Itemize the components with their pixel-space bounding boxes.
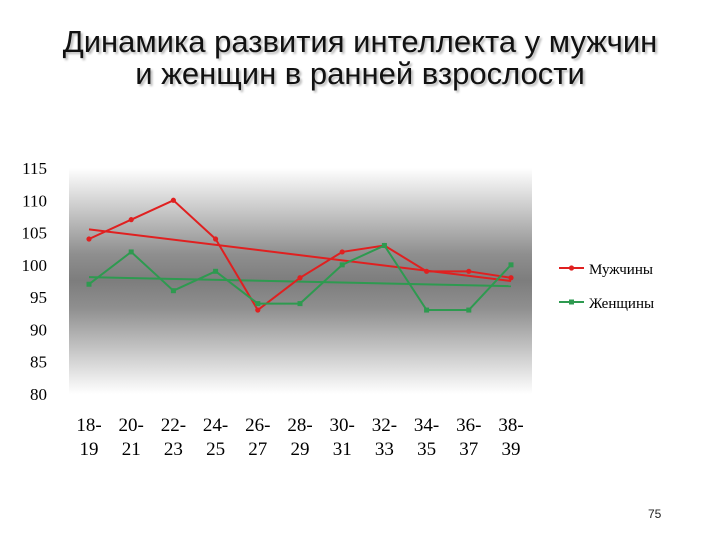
title-line-1: Динамика развития интеллекта у мужчин [62,24,658,59]
x-tick-label: 21 [122,439,141,460]
x-tick-label: 28- [287,415,312,436]
x-axis: 18- 19 20- 21 22- 23 24- 25 26- 27 28- 29 30- 31 32- 33… [76,415,523,460]
x-tick-label: 33 [375,439,394,460]
x-tick-label: 19 [80,439,99,460]
x-tick-label: 20- [119,415,144,436]
data-point [170,197,176,203]
data-point [86,281,92,287]
legend-marker [569,299,574,305]
y-tick-label: 90 [30,320,47,339]
x-tick-label: 29 [291,439,310,460]
legend-marker [568,265,575,271]
x-tick-label: 25 [206,439,225,460]
data-point [128,249,134,255]
x-tick-label: 26- [245,415,270,436]
x-tick-label: 22- [161,415,186,436]
series-lines [86,197,514,313]
data-point [170,288,176,294]
data-point [86,236,92,242]
x-tick-label: 18- [76,415,101,436]
y-tick-label: 110 [22,191,47,210]
data-point [297,275,303,281]
data-point [466,307,472,313]
y-tick-label: 100 [22,256,48,275]
legend-label: Женщины [589,296,654,312]
x-tick-label: 38- [498,415,523,436]
trendline [88,228,512,282]
data-point [466,268,472,274]
title-line-2: и женщин в ранней взрослости [135,56,585,91]
data-point [213,236,219,242]
x-tick-label: 39 [502,439,521,460]
x-tick-label: 37 [459,439,478,460]
y-tick-label: 80 [30,385,47,404]
data-point [128,217,134,223]
data-point [255,307,261,313]
x-tick-label: 23 [164,439,183,460]
y-tick-label: 115 [22,159,47,178]
x-tick-label: 24- [203,415,228,436]
data-point [339,262,345,268]
y-tick-label: 105 [22,224,48,243]
y-tick-label: 95 [30,288,47,307]
data-point [381,242,387,248]
x-tick-label: 27 [248,439,267,460]
data-point [339,249,345,255]
data-point [508,262,514,268]
page-number: 75 [648,507,662,521]
y-tick-label: 85 [30,353,47,372]
data-point [424,307,430,313]
legend-label: Мужчины [589,262,653,278]
slide-title: Динамика развития интеллекта у мужчин и … [0,26,720,90]
x-tick-label: 35 [417,439,436,460]
y-axis: 115 110 105 100 95 90 85 80 [22,159,48,404]
x-tick-label: 31 [333,439,352,460]
x-tick-label: 32- [372,415,397,436]
legend: Мужчины Женщины [559,262,654,312]
x-tick-label: 34- [414,415,439,436]
data-point [255,301,261,307]
data-point [297,301,303,307]
data-point [508,275,514,281]
data-point [424,268,430,274]
x-tick-label: 36- [456,415,481,436]
data-point [213,268,219,274]
x-tick-label: 30- [330,415,355,436]
